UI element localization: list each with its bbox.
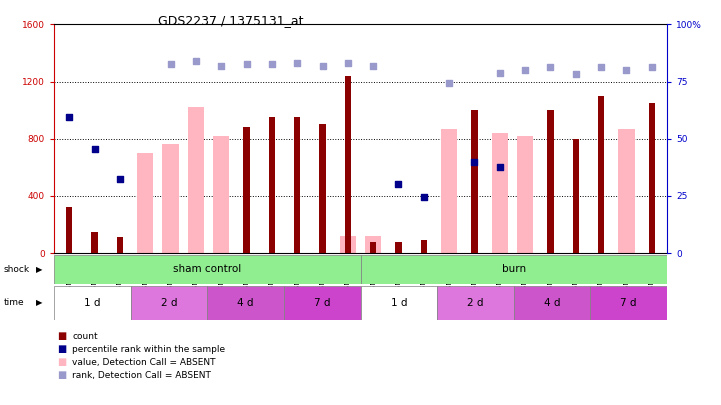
- Text: percentile rank within the sample: percentile rank within the sample: [72, 345, 225, 354]
- Bar: [395, 242, 402, 253]
- Bar: [370, 242, 376, 253]
- Point: [596, 64, 607, 70]
- Bar: [340, 236, 356, 253]
- Bar: [54, 255, 360, 284]
- Point: [342, 60, 353, 66]
- Point: [165, 61, 177, 68]
- Point: [393, 181, 404, 188]
- Text: rank, Detection Call = ABSENT: rank, Detection Call = ABSENT: [72, 371, 211, 379]
- Bar: [420, 240, 427, 253]
- Bar: [365, 236, 381, 253]
- Text: sham control: sham control: [173, 264, 242, 274]
- Text: time: time: [4, 298, 25, 307]
- Bar: [513, 286, 590, 320]
- Bar: [213, 136, 229, 253]
- Bar: [547, 110, 554, 253]
- Point: [519, 67, 531, 73]
- Point: [570, 71, 582, 78]
- Text: 4 d: 4 d: [237, 298, 254, 308]
- Bar: [208, 286, 284, 320]
- Text: ■: ■: [57, 370, 66, 380]
- Point: [418, 194, 430, 200]
- Bar: [137, 153, 154, 253]
- Text: 4 d: 4 d: [544, 298, 560, 308]
- Text: count: count: [72, 332, 98, 341]
- Text: GDS2237 / 1375131_at: GDS2237 / 1375131_at: [158, 14, 304, 27]
- Point: [291, 60, 303, 66]
- Bar: [131, 286, 208, 320]
- Point: [63, 114, 75, 121]
- Text: ■: ■: [57, 357, 66, 367]
- Bar: [92, 232, 98, 253]
- Bar: [517, 136, 534, 253]
- Point: [317, 62, 328, 69]
- Bar: [269, 117, 275, 253]
- Point: [469, 158, 480, 165]
- Bar: [618, 129, 634, 253]
- Bar: [162, 145, 179, 253]
- Point: [89, 145, 100, 152]
- Text: 7 d: 7 d: [314, 298, 330, 308]
- Text: 7 d: 7 d: [620, 298, 637, 308]
- Point: [494, 70, 505, 76]
- Text: shock: shock: [4, 265, 30, 274]
- Text: burn: burn: [502, 264, 526, 274]
- Bar: [492, 133, 508, 253]
- Bar: [437, 286, 513, 320]
- Text: value, Detection Call = ABSENT: value, Detection Call = ABSENT: [72, 358, 216, 367]
- Bar: [590, 286, 667, 320]
- Bar: [66, 207, 72, 253]
- Bar: [572, 139, 579, 253]
- Bar: [187, 107, 204, 253]
- Text: ▶: ▶: [36, 298, 43, 307]
- Point: [621, 67, 632, 73]
- Text: ■: ■: [57, 331, 66, 341]
- Text: 2 d: 2 d: [161, 298, 177, 308]
- Bar: [54, 286, 131, 320]
- Bar: [244, 127, 249, 253]
- Point: [368, 62, 379, 69]
- Bar: [649, 103, 655, 253]
- Bar: [117, 237, 123, 253]
- Point: [646, 64, 658, 70]
- Point: [216, 62, 227, 69]
- Bar: [360, 286, 437, 320]
- Text: 1 d: 1 d: [391, 298, 407, 308]
- Bar: [345, 76, 351, 253]
- Point: [241, 61, 252, 68]
- Point: [266, 61, 278, 68]
- Point: [494, 164, 505, 171]
- Point: [443, 80, 455, 86]
- Bar: [319, 124, 326, 253]
- Bar: [472, 110, 477, 253]
- Text: 1 d: 1 d: [84, 298, 101, 308]
- Text: 2 d: 2 d: [467, 298, 484, 308]
- Bar: [441, 129, 457, 253]
- Text: ■: ■: [57, 344, 66, 354]
- Point: [114, 175, 125, 182]
- Bar: [284, 286, 360, 320]
- Point: [544, 64, 556, 70]
- Bar: [294, 117, 301, 253]
- Bar: [598, 96, 604, 253]
- Text: ▶: ▶: [36, 265, 43, 274]
- Bar: [360, 255, 667, 284]
- Point: [190, 58, 202, 65]
